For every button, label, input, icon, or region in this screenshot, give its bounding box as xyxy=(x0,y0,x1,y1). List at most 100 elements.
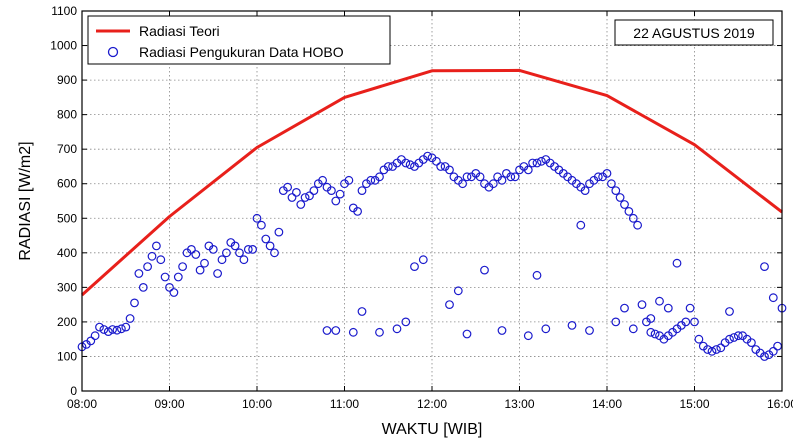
x-tick-label: 12:00 xyxy=(417,397,447,411)
x-tick-label: 08:00 xyxy=(67,397,97,411)
measurement-point xyxy=(175,273,183,281)
measurement-point xyxy=(297,201,305,209)
measurement-point xyxy=(157,256,165,264)
measurement-point xyxy=(332,197,340,205)
measurement-point xyxy=(761,263,769,271)
measurement-point xyxy=(726,308,734,316)
measurement-point xyxy=(293,189,301,197)
measurement-point xyxy=(420,256,428,264)
measurement-point xyxy=(455,287,463,295)
measurement-point xyxy=(262,235,270,243)
measurement-point xyxy=(463,330,471,338)
x-tick-label: 16:00 xyxy=(767,397,793,411)
measurement-point xyxy=(96,323,104,331)
axis-ticks: 0 100 200 300 400 500 600 700 800 900 1000 1100 08:0… xyxy=(50,4,793,411)
measurement-point xyxy=(525,332,533,340)
measurement-point xyxy=(533,272,541,280)
measurement-point xyxy=(411,263,419,271)
measurement-point xyxy=(542,325,550,333)
measurement-point xyxy=(717,344,725,352)
measurement-point xyxy=(100,326,108,334)
measurement-point xyxy=(621,304,629,312)
y-axis-title: RADIASI [W/m2] xyxy=(17,141,34,260)
measurement-point xyxy=(673,259,681,267)
legend: Radiasi Teori Radiasi Pengukuran Data HO… xyxy=(88,16,390,64)
measurement-point xyxy=(713,346,721,354)
measurement-point xyxy=(446,301,454,309)
measurement-point xyxy=(144,263,152,271)
measurement-point xyxy=(306,192,314,200)
measurement-point xyxy=(240,256,248,264)
measurement-point xyxy=(770,294,778,302)
measurement-point xyxy=(310,187,318,195)
measurement-point xyxy=(630,325,638,333)
measurement-point xyxy=(122,323,130,331)
measurement-point xyxy=(406,161,414,169)
measurement-point xyxy=(634,221,642,229)
x-tick-label: 14:00 xyxy=(592,397,622,411)
measurement-point xyxy=(258,221,266,229)
measurement-point xyxy=(301,194,309,202)
y-tick-label: 200 xyxy=(57,315,77,329)
y-tick-label: 1100 xyxy=(51,4,77,18)
measurement-point xyxy=(288,194,296,202)
measurement-point xyxy=(577,221,585,229)
measurement-point xyxy=(621,201,629,209)
measurement-point xyxy=(695,335,703,343)
y-tick-label: 600 xyxy=(57,177,77,191)
measurement-point xyxy=(498,327,506,335)
measurement-point xyxy=(638,301,646,309)
measurement-point xyxy=(218,256,226,264)
measurement-point xyxy=(275,228,283,236)
measurement-point xyxy=(170,289,178,297)
date-annotation: 22 AGUSTUS 2019 xyxy=(615,20,773,45)
x-axis-title: WAKTU [WIB] xyxy=(382,421,483,438)
date-label: 22 AGUSTUS 2019 xyxy=(633,25,755,41)
measurement-point xyxy=(161,273,169,281)
measurement-point xyxy=(323,327,331,335)
measurement-point xyxy=(730,334,738,342)
x-tick-label: 13:00 xyxy=(504,397,534,411)
measurement-point xyxy=(616,194,624,202)
measurement-point xyxy=(656,297,664,305)
measurement-point xyxy=(113,326,121,334)
x-tick-label: 10:00 xyxy=(242,397,272,411)
measurement-point xyxy=(192,251,200,259)
measurement-point xyxy=(651,330,659,338)
measurement-point xyxy=(612,187,620,195)
measurement-point xyxy=(91,332,99,340)
measurement-point xyxy=(350,329,358,337)
measurement-point xyxy=(568,322,576,330)
y-tick-label: 900 xyxy=(57,73,77,87)
measurement-point xyxy=(665,304,673,312)
y-tick-label: 500 xyxy=(57,211,77,225)
y-tick-label: 800 xyxy=(57,108,77,122)
measurement-point xyxy=(533,159,541,167)
measurement-point xyxy=(266,242,274,250)
y-tick-label: 300 xyxy=(57,280,77,294)
measurement-point xyxy=(686,304,694,312)
measurement-point xyxy=(481,266,489,274)
x-tick-label: 09:00 xyxy=(154,397,184,411)
measurement-point xyxy=(625,208,633,216)
measurement-point xyxy=(647,329,655,337)
measurement-point xyxy=(153,242,161,250)
measurement-point xyxy=(393,325,401,333)
measurement-point xyxy=(118,325,126,333)
measurement-point xyxy=(538,158,546,166)
measurement-point xyxy=(586,327,594,335)
y-tick-label: 400 xyxy=(57,246,77,260)
measurement-point xyxy=(126,315,134,323)
measurement-point xyxy=(131,299,139,307)
measurement-point xyxy=(774,342,782,350)
measurement-point xyxy=(529,159,537,167)
measurement-point xyxy=(135,270,143,278)
measurement-point xyxy=(332,327,340,335)
y-tick-label: 100 xyxy=(57,349,77,363)
measurement-point xyxy=(358,308,366,316)
measurement-point xyxy=(148,252,156,260)
legend-label-hobo: Radiasi Pengukuran Data HOBO xyxy=(139,44,344,60)
x-tick-label: 11:00 xyxy=(330,397,359,411)
y-tick-label: 1000 xyxy=(50,39,77,53)
